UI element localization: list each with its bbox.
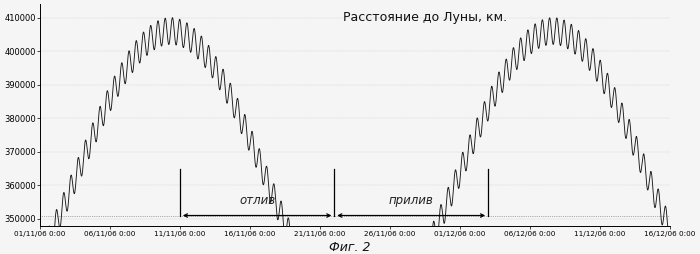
Text: отлив: отлив [239,194,275,207]
Text: Расстояние до Луны, км.: Расстояние до Луны, км. [342,11,507,24]
Text: Фиг. 2: Фиг. 2 [329,241,371,254]
Text: прилив: прилив [389,194,433,207]
